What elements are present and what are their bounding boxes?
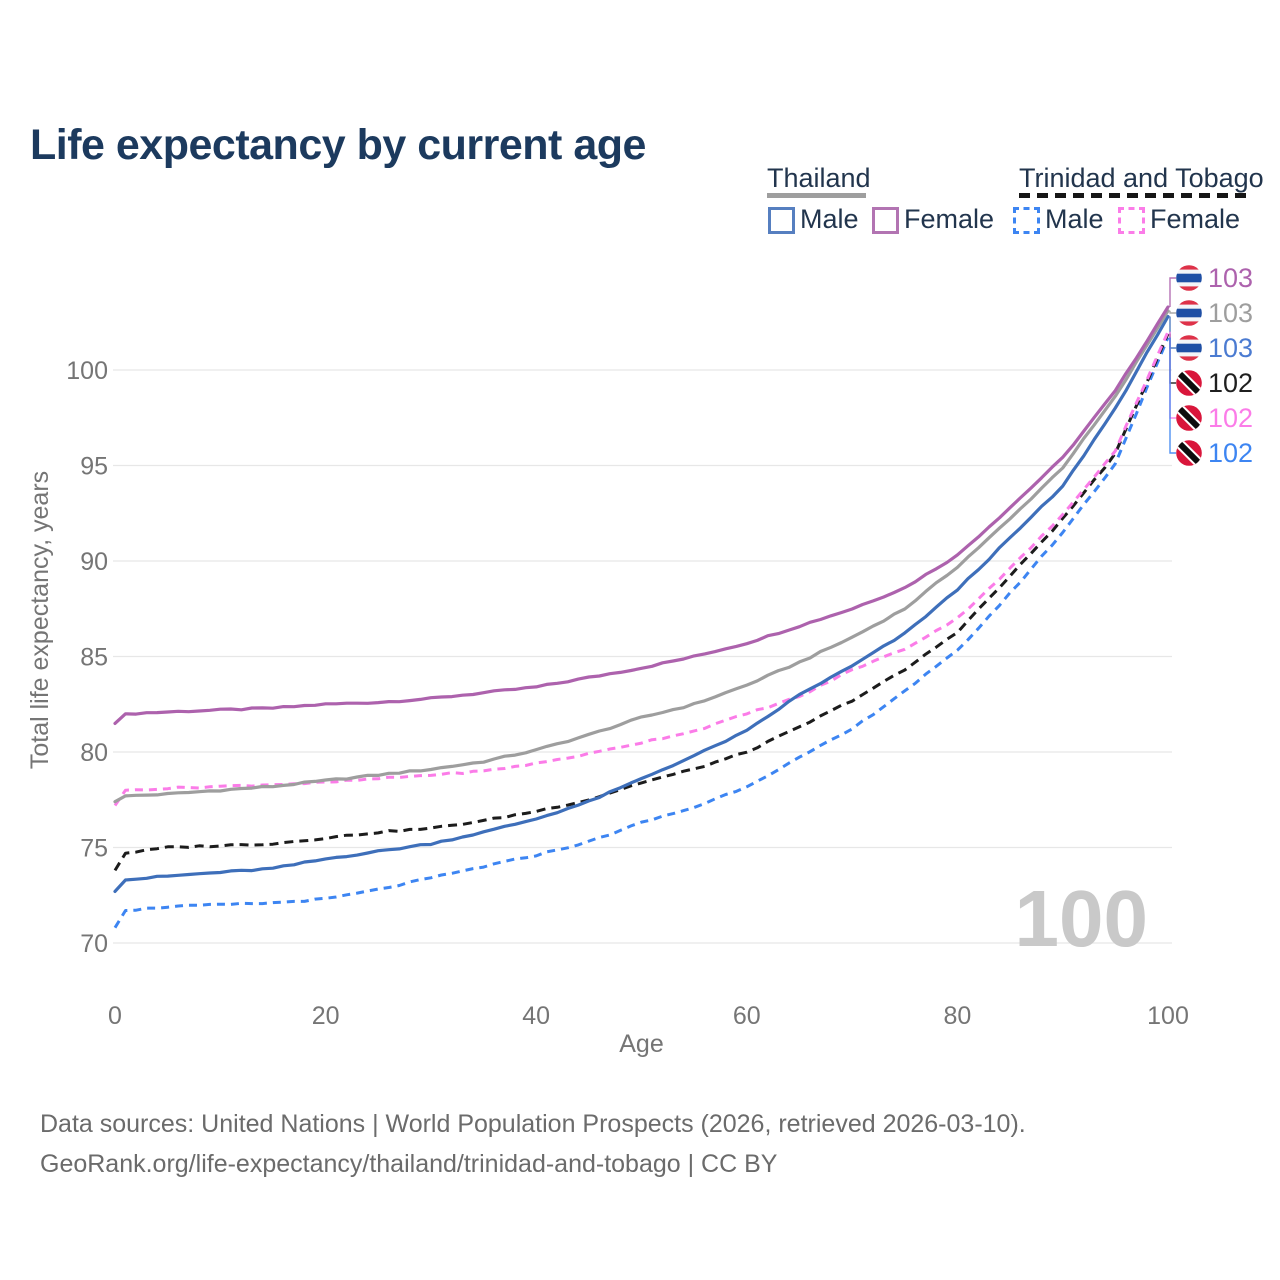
footer: Data sources: United Nations | World Pop… [40, 1104, 1026, 1184]
trinidad-and-tobago-flag-icon [1176, 370, 1202, 396]
end-label-connector [1169, 316, 1176, 349]
page-title: Life expectancy by current age [30, 120, 646, 169]
thailand-flag-icon [1176, 335, 1202, 361]
x-tick-label: 60 [733, 1002, 761, 1030]
x-tick-label: 40 [522, 1002, 550, 1030]
legend-group-tt-label: Trinidad and Tobago [1019, 163, 1264, 193]
end-value-label: 103 [1208, 298, 1253, 328]
thailand-flag-icon [1176, 265, 1202, 291]
legend-thailand-female-label[interactable]: Female [904, 204, 995, 234]
y-tick-label: 80 [80, 739, 108, 767]
x-tick-label: 20 [312, 1002, 340, 1030]
trinidad-and-tobago-flag-icon [1176, 405, 1202, 431]
end-label-connector [1169, 337, 1176, 454]
x-tick-label: 100 [1147, 1002, 1189, 1030]
end-label-connector [1169, 277, 1176, 307]
end-value-label: 102 [1208, 368, 1253, 398]
legend-group-thailand-label: Thailand [767, 163, 871, 193]
legend-tt-female-label[interactable]: Female [1150, 204, 1241, 234]
series-line-trinidad-and-tobago-male [113, 336, 1170, 929]
end-label-connector [1169, 310, 1176, 314]
end-value-label: 102 [1208, 438, 1253, 468]
y-tick-label: 90 [80, 548, 108, 576]
x-axis-title: Age [619, 1030, 663, 1058]
series-line-trinidad-and-tobago-female [113, 331, 1170, 807]
legend-tt-male-label[interactable]: Male [1045, 204, 1104, 234]
end-label-connector [1169, 331, 1176, 419]
age-watermark: 100 [1015, 874, 1148, 963]
line-chart: 70 75 80 85 90 95 100 0 20 40 60 80 100 Age Total life… [26, 263, 1253, 1058]
legend-thailand-male-label[interactable]: Male [800, 204, 859, 234]
data-sources-text: Data sources: United Nations | World Pop… [40, 1110, 1026, 1138]
legend-tt-line-swatch [1019, 193, 1247, 198]
trinidad-and-tobago-flag-icon [1176, 440, 1202, 466]
y-tick-label: 70 [80, 930, 108, 958]
attribution-url-text: GeoRank.org/life-expectancy/thailand/tri… [40, 1150, 778, 1178]
legend-thailand-line-swatch [767, 193, 866, 198]
series-line-trinidad-and-tobago-both-sexes [113, 333, 1170, 872]
y-tick-label: 95 [80, 453, 108, 481]
legend-thailand-male-checkbox[interactable] [768, 207, 795, 234]
legend-thailand-female-checkbox[interactable] [872, 207, 899, 234]
end-value-label: 103 [1208, 333, 1253, 363]
end-value-label: 103 [1208, 263, 1253, 293]
series-line-thailand-both-sexes [113, 309, 1170, 804]
y-axis-title: Total life expectancy, years [26, 471, 54, 769]
y-tick-label: 75 [80, 835, 108, 863]
y-tick-label: 85 [80, 644, 108, 672]
series-line-thailand-female [113, 305, 1170, 725]
series-line-thailand-male [113, 314, 1170, 893]
end-label-connector [1169, 333, 1176, 384]
thailand-flag-icon [1176, 300, 1202, 326]
legend-tt-female-checkbox[interactable] [1118, 207, 1145, 234]
x-tick-label: 0 [108, 1002, 122, 1030]
y-tick-label: 100 [66, 357, 108, 385]
legend-tt-male-checkbox[interactable] [1013, 207, 1040, 234]
end-value-label: 102 [1208, 403, 1253, 433]
x-tick-label: 80 [943, 1002, 971, 1030]
